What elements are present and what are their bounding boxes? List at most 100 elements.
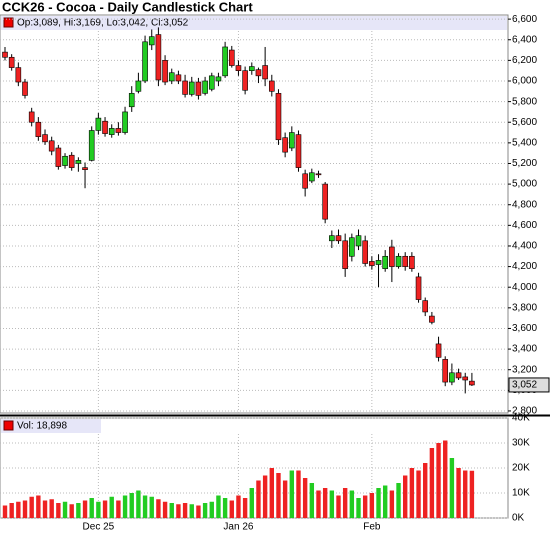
volume-bar (382, 485, 388, 518)
candle-body (322, 183, 328, 220)
volume-bar (49, 499, 54, 518)
candle-body (275, 93, 282, 141)
legend-swatch (3, 420, 14, 431)
y-tick-label: 40K (512, 413, 530, 424)
x-tick-label: Jan 26 (223, 522, 253, 533)
candle-body (55, 147, 62, 167)
candle-body (455, 372, 462, 379)
volume-bar (222, 498, 228, 518)
candle-body (435, 343, 442, 358)
y-tick-label: 6,200 (512, 55, 537, 66)
candle-body (395, 255, 402, 267)
volume-bar (96, 501, 101, 518)
volume-bar (436, 443, 441, 518)
volume-bar (69, 504, 74, 518)
candle-body (2, 51, 8, 58)
y-tick-label: 4,000 (512, 282, 537, 293)
volume-bar (22, 500, 28, 518)
volume-bar (129, 493, 134, 518)
volume-bar (176, 504, 181, 518)
candle-body (268, 80, 275, 92)
candle-body (429, 315, 435, 323)
x-tick-label: Dec 25 (83, 522, 115, 533)
candle-body (248, 66, 255, 71)
volume-bar (36, 495, 41, 518)
y-tick-label: 10K (512, 488, 530, 499)
volume-bar (29, 496, 34, 518)
candle-body (42, 134, 48, 143)
volume-bar (182, 503, 188, 518)
y-tick-label: 6,400 (512, 34, 537, 45)
y-tick-label: 5,800 (512, 96, 537, 107)
y-tick-label: 6,600 (512, 14, 537, 25)
volume-bar (349, 490, 355, 518)
volume-bar (109, 496, 114, 518)
candle-body (108, 128, 115, 135)
legend-swatch (3, 17, 14, 28)
price-legend: Op:3,089, Hi:3,169, Lo:3,042, Cl:3,052 (17, 18, 189, 29)
volume-bar (142, 495, 148, 518)
candle-body (155, 34, 162, 81)
volume-bar (102, 500, 108, 518)
volume-bar (416, 470, 421, 518)
candle-body (148, 36, 155, 46)
price-panel (0, 14, 509, 414)
volume-bar (289, 470, 295, 518)
candle-body (235, 65, 242, 71)
y-tick-label: 4,200 (512, 261, 537, 272)
volume-bar (2, 505, 8, 518)
volume-bar (342, 488, 348, 518)
candle-body (375, 260, 382, 265)
candle-body (168, 72, 175, 82)
volume-bar (469, 470, 475, 518)
candle-body (315, 173, 322, 176)
candle-body (88, 130, 95, 161)
candle-body (28, 111, 35, 123)
candle-body (188, 81, 195, 95)
candle-body (75, 160, 82, 164)
candle-body (35, 121, 42, 137)
volume-bar (189, 504, 194, 518)
y-tick-label: 5,400 (512, 137, 537, 148)
y-tick-label: 5,000 (512, 179, 537, 190)
volume-bar (9, 503, 14, 518)
volume-bar (42, 500, 48, 518)
y-tick-label: 0K (512, 513, 525, 524)
candle-body (68, 154, 75, 168)
volume-bar (429, 448, 435, 518)
candle-body (215, 76, 222, 82)
candle-body (409, 255, 415, 269)
candle-body (82, 167, 88, 170)
volume-bar (76, 503, 81, 518)
volume-bar (369, 493, 375, 518)
volume-bar (242, 498, 248, 518)
candle-body (262, 65, 268, 80)
volume-bar (362, 495, 368, 518)
volume-bar (316, 490, 321, 518)
candle-body (415, 276, 422, 300)
volume-bar (169, 503, 174, 518)
candle-body (102, 120, 108, 134)
volume-bar (389, 490, 395, 518)
volume-bar (309, 483, 315, 518)
candle-body (95, 117, 102, 131)
y-tick-label: 4,800 (512, 199, 537, 210)
candle-body (462, 376, 469, 381)
y-tick-label: 5,600 (512, 117, 537, 128)
volume-bar (322, 488, 328, 518)
candle-body (128, 93, 135, 108)
candle-body (329, 235, 335, 242)
volume-bar (336, 495, 341, 518)
candle-body (182, 80, 188, 95)
candle-body (469, 380, 475, 386)
candle-body (208, 75, 215, 90)
candle-body (362, 240, 368, 264)
volume-bar (449, 458, 455, 518)
volume-bar (236, 495, 241, 518)
candle-body (342, 240, 348, 269)
volume-legend-bg (1, 419, 101, 433)
volume-bar (376, 488, 381, 518)
y-tick-label: 3,800 (512, 302, 537, 313)
last-price-label: 3,052 (512, 380, 537, 391)
volume-bar (16, 501, 21, 518)
